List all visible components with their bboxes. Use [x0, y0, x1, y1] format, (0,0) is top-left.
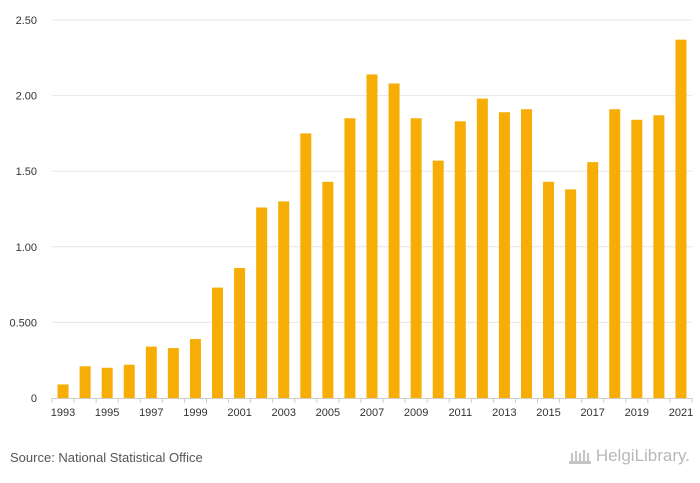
bar-2015[interactable] [543, 181, 555, 398]
bar-2002[interactable] [256, 207, 268, 398]
bar-2012[interactable] [476, 98, 488, 399]
x-tick-label: 2021 [669, 407, 693, 419]
x-tick-label: 2009 [404, 407, 428, 419]
bar-1995[interactable] [101, 367, 113, 398]
bar-2003[interactable] [278, 201, 290, 398]
y-tick-label: 0.500 [9, 317, 37, 329]
bar-1997[interactable] [145, 346, 157, 398]
bar-2007[interactable] [366, 74, 378, 398]
brand-name: HelgiLibrary. [595, 446, 690, 465]
y-tick-label: 0 [31, 393, 37, 405]
x-tick-label: 2011 [448, 407, 472, 419]
x-tick-label: 2005 [316, 407, 340, 419]
bar-1999[interactable] [189, 339, 201, 398]
x-tick-label: 1993 [51, 407, 75, 419]
y-tick-label: 1.50 [16, 166, 37, 178]
bar-2014[interactable] [520, 109, 532, 398]
bar-2006[interactable] [344, 118, 356, 398]
bar-2021[interactable] [675, 39, 687, 398]
library-icon [568, 450, 591, 464]
x-tick-label: 2015 [536, 407, 560, 419]
x-tick-label: 2007 [360, 407, 384, 419]
bar-2013[interactable] [498, 112, 510, 399]
bar-2004[interactable] [300, 133, 312, 398]
source-note: Source: National Statistical Office [10, 450, 203, 465]
bar-2018[interactable] [609, 109, 621, 398]
y-tick-label: 2.00 [16, 91, 37, 103]
x-axis-ticks [51, 398, 693, 403]
x-tick-label: 1997 [139, 407, 163, 419]
bar-1996[interactable] [123, 364, 135, 398]
y-axis-labels: 0 0.500 1.00 1.50 2.00 2.50 [9, 15, 37, 405]
bar-2005[interactable] [322, 181, 334, 398]
x-tick-label: 2013 [492, 407, 516, 419]
bar-2001[interactable] [234, 267, 246, 398]
bar-2000[interactable] [212, 287, 224, 398]
brand-logo[interactable]: HelgiLibrary. [568, 446, 690, 466]
x-tick-label: 1999 [183, 407, 207, 419]
bar-2008[interactable] [388, 83, 400, 398]
bars [57, 39, 687, 399]
x-tick-label: 2017 [580, 407, 604, 419]
x-tick-label: 2003 [271, 407, 295, 419]
bar-2017[interactable] [587, 162, 599, 398]
bar-2011[interactable] [454, 121, 466, 398]
bar-2009[interactable] [410, 118, 422, 398]
bar-1998[interactable] [167, 348, 179, 398]
y-tick-label: 2.50 [16, 15, 37, 27]
bar-2019[interactable] [631, 119, 643, 399]
bar-2016[interactable] [565, 189, 577, 398]
bar-2010[interactable] [432, 160, 444, 398]
x-tick-label: 1995 [95, 407, 119, 419]
bar-1994[interactable] [79, 366, 91, 398]
x-tick-label: 2019 [625, 407, 649, 419]
bar-1993[interactable] [57, 384, 69, 398]
x-tick-label: 2001 [227, 407, 251, 419]
bar-2020[interactable] [653, 115, 665, 399]
bar-chart: 0 0.500 1.00 1.50 2.00 2.50 1993 1995 1997 1999 2… [9, 15, 693, 419]
x-axis-labels: 1993 1995 1997 1999 2001 2003 2005 2007 2009 2011… [51, 407, 693, 419]
y-tick-label: 1.00 [16, 242, 37, 254]
